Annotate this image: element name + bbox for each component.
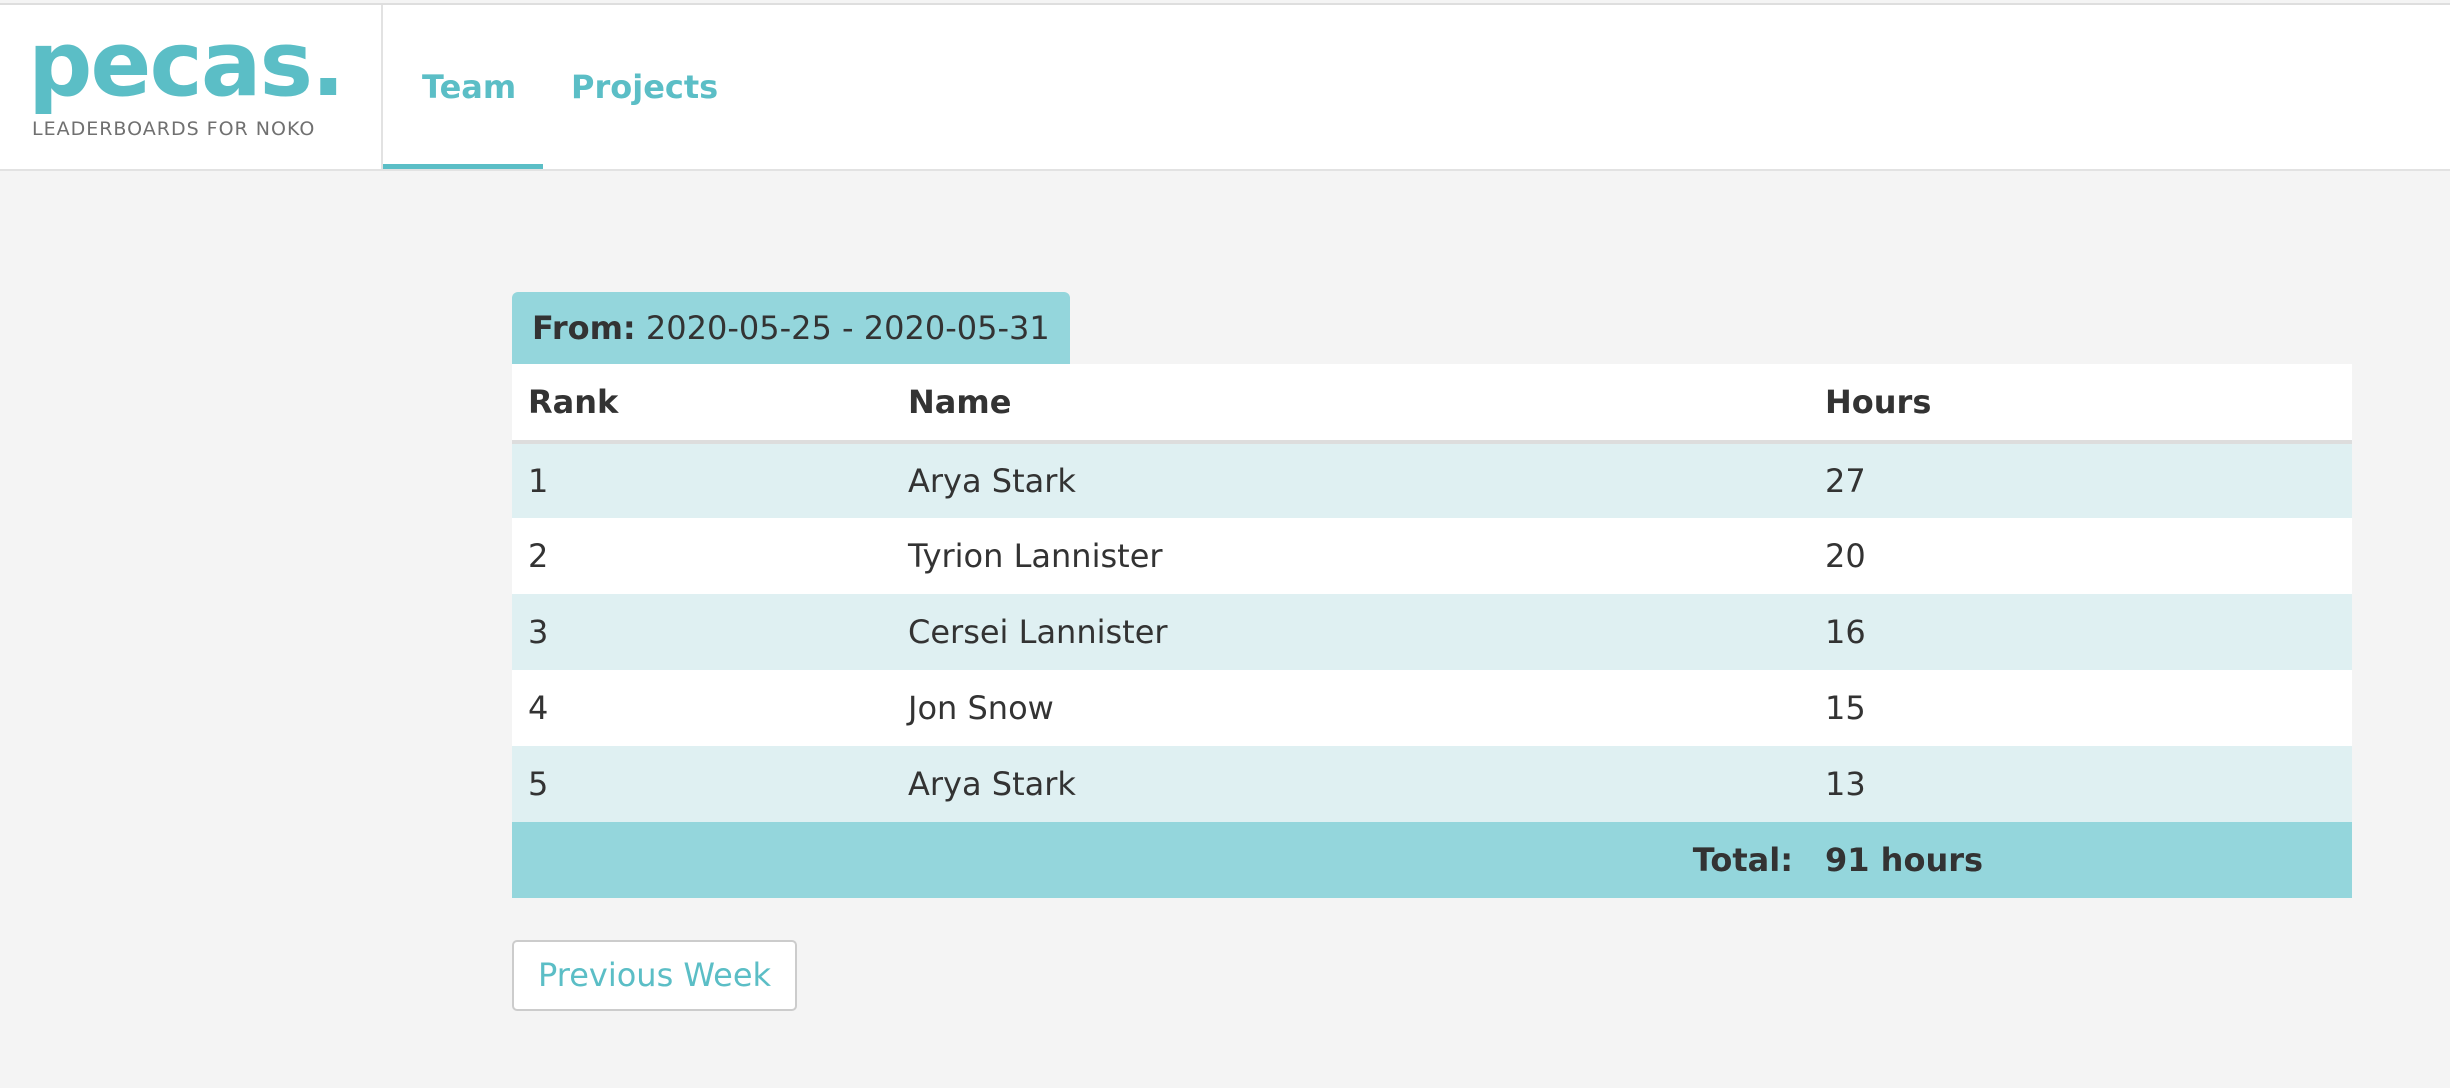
- table-row: 1 Arya Stark 27: [512, 442, 2352, 518]
- rank-cell: 4: [528, 689, 549, 727]
- table-row: 2 Tyrion Lannister 20: [512, 518, 2352, 594]
- name-cell: Jon Snow: [908, 689, 1054, 727]
- rank-cell: 3: [528, 613, 549, 651]
- name-cell: Arya Stark: [908, 462, 1076, 500]
- period-range: 2020-05-25 - 2020-05-31: [645, 309, 1050, 347]
- header-hours: Hours: [1809, 364, 2352, 444]
- name-cell: Tyrion Lannister: [908, 537, 1163, 575]
- tagline: LEADERBOARDS FOR NOKO: [32, 118, 316, 140]
- total-label: Total:: [892, 822, 1809, 898]
- previous-week-button[interactable]: Previous Week: [512, 940, 798, 1011]
- total-spacer: [512, 822, 892, 898]
- header-rank: Rank: [512, 364, 892, 444]
- tab-projects[interactable]: Projects: [571, 68, 719, 106]
- rank-cell: 2: [528, 537, 549, 575]
- table-header-row: Rank Name Hours: [512, 364, 2352, 444]
- total-row: Total: 91 hours: [512, 822, 2352, 898]
- table-row: 5 Arya Stark 13: [512, 746, 2352, 822]
- brand: pecas. LEADERBOARDS FOR NOKO: [0, 5, 383, 169]
- hours-cell: 27: [1825, 462, 1866, 500]
- top-border: [0, 0, 2450, 5]
- hours-cell: 20: [1825, 537, 1866, 575]
- period-label: From:: [532, 309, 636, 347]
- name-cell: Cersei Lannister: [908, 613, 1168, 651]
- hours-cell: 16: [1825, 613, 1866, 651]
- table-row: 4 Jon Snow 15: [512, 670, 2352, 746]
- hours-cell: 13: [1825, 765, 1866, 803]
- total-value: 91 hours: [1809, 822, 2352, 898]
- rank-cell: 5: [528, 765, 549, 803]
- hours-cell: 15: [1825, 689, 1866, 727]
- period-badge: From: 2020-05-25 - 2020-05-31: [512, 292, 1070, 364]
- header-name: Name: [892, 364, 1809, 444]
- name-cell: Arya Stark: [908, 765, 1076, 803]
- rank-cell: 1: [528, 462, 549, 500]
- app-header: pecas. LEADERBOARDS FOR NOKO Team Projec…: [0, 5, 2450, 171]
- logo[interactable]: pecas.: [28, 12, 345, 117]
- table-row: 3 Cersei Lannister 16: [512, 594, 2352, 670]
- leaderboard-table: Rank Name Hours 1 Arya Stark 27 2 Tyrion…: [512, 364, 2352, 898]
- tab-team[interactable]: Team: [383, 5, 543, 169]
